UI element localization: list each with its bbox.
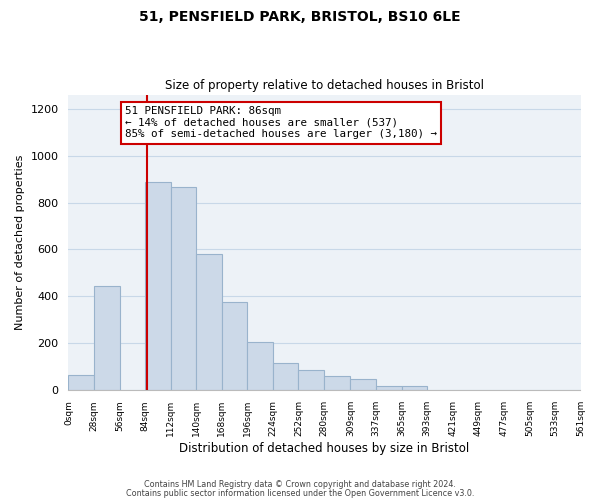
Bar: [247, 342, 273, 390]
Bar: [170, 188, 196, 390]
Bar: [273, 364, 298, 390]
Text: 51, PENSFIELD PARK, BRISTOL, BS10 6LE: 51, PENSFIELD PARK, BRISTOL, BS10 6LE: [139, 10, 461, 24]
Text: Contains HM Land Registry data © Crown copyright and database right 2024.: Contains HM Land Registry data © Crown c…: [144, 480, 456, 489]
Title: Size of property relative to detached houses in Bristol: Size of property relative to detached ho…: [165, 79, 484, 92]
X-axis label: Distribution of detached houses by size in Bristol: Distribution of detached houses by size …: [179, 442, 470, 455]
Bar: [222, 302, 247, 390]
Text: 51 PENSFIELD PARK: 86sqm
← 14% of detached houses are smaller (537)
85% of semi-: 51 PENSFIELD PARK: 86sqm ← 14% of detach…: [125, 106, 437, 140]
Text: Contains public sector information licensed under the Open Government Licence v3: Contains public sector information licen…: [126, 490, 474, 498]
Bar: [68, 375, 94, 390]
Bar: [196, 254, 222, 390]
Bar: [401, 386, 427, 390]
Y-axis label: Number of detached properties: Number of detached properties: [15, 155, 25, 330]
Bar: [94, 286, 119, 391]
Bar: [350, 380, 376, 390]
Bar: [376, 386, 401, 390]
Bar: [324, 376, 350, 390]
Bar: [145, 182, 170, 390]
Bar: [298, 370, 324, 390]
